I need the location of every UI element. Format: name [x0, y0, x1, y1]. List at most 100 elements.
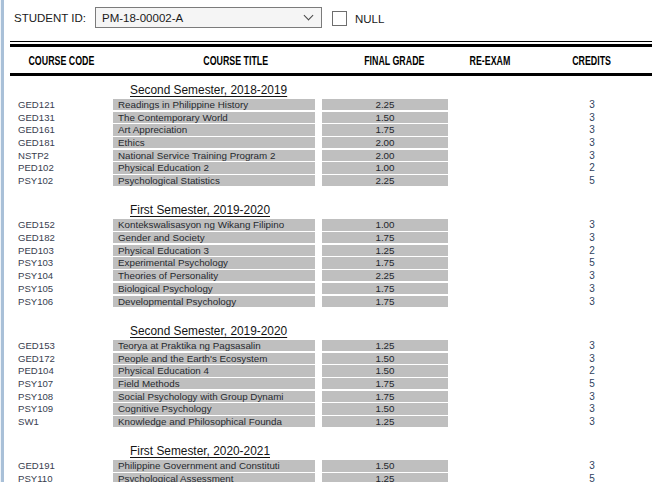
course-title: Experimental Psychology: [113, 257, 315, 268]
re-exam: [448, 162, 532, 173]
null-checkbox[interactable]: [332, 11, 347, 26]
re-exam: [448, 340, 532, 351]
table-row[interactable]: PED103 Physical Education 3 1.25 2: [10, 245, 652, 256]
student-id-combobox[interactable]: PM-18-00002-A: [95, 7, 322, 28]
credits: 3: [532, 340, 652, 351]
credits: 3: [532, 270, 652, 281]
course-title: Psychological Assessment: [113, 473, 315, 482]
course-title: Ethics: [113, 137, 315, 148]
course-code: GED131: [10, 112, 113, 123]
course-code: PED103: [10, 245, 113, 256]
course-code: PSY105: [10, 283, 113, 294]
credits: 3: [532, 283, 652, 294]
re-exam: [448, 124, 532, 135]
table-row[interactable]: PED102 Physical Education 2 1.00 2: [10, 162, 652, 173]
re-exam: [448, 403, 532, 414]
table-row[interactable]: PED104 Physical Education 4 1.50 2: [10, 365, 652, 376]
header-bottom-rule: [10, 73, 652, 76]
course-code: PSY110: [10, 473, 113, 482]
course-code: PSY106: [10, 296, 113, 307]
course-title: Teorya at Praktika ng Pagsasalin: [113, 340, 315, 351]
final-grade: 2.25: [322, 99, 448, 110]
table-row[interactable]: GED191 Philippine Government and Constit…: [10, 460, 652, 471]
grade-report: COURSE CODE COURSE TITLE FINAL GRADE RE-…: [10, 41, 652, 482]
grade-report-window: STUDENT ID: PM-18-00002-A NULL COURSE CO…: [0, 0, 652, 482]
credits: 3: [532, 99, 652, 110]
re-exam: [448, 245, 532, 256]
final-grade: 2.25: [322, 270, 448, 281]
course-code: SW1: [10, 416, 113, 427]
table-row[interactable]: GED121 Readings in Philippine History 2.…: [10, 99, 652, 110]
re-exam: [448, 296, 532, 307]
credits: 5: [532, 257, 652, 268]
table-row[interactable]: PSY109 Cognitive Psychology 1.50 3: [10, 403, 652, 414]
course-title: Physical Education 4: [113, 365, 315, 376]
column-header-final-grade: FINAL GRADE: [364, 53, 424, 68]
course-code: GED161: [10, 124, 113, 135]
course-code: GED181: [10, 137, 113, 148]
course-title: Physical Education 3: [113, 245, 315, 256]
re-exam: [448, 175, 532, 186]
course-code: PED104: [10, 365, 113, 376]
section-heading-text: First Semester, 2020-2021: [130, 443, 270, 458]
final-grade: 1.75: [322, 257, 448, 268]
chevron-down-icon: [304, 11, 314, 21]
final-grade: 1.75: [322, 124, 448, 135]
table-row[interactable]: PSY107 Field Methods 1.75 5: [10, 378, 652, 389]
credits: 2: [532, 162, 652, 173]
table-row[interactable]: GED181 Ethics 2.00 3: [10, 137, 652, 148]
course-title: Social Psychology with Group Dynami: [113, 391, 315, 402]
re-exam: [448, 353, 532, 364]
course-title: Psychological Statistics: [113, 175, 315, 186]
final-grade: 1.75: [322, 296, 448, 307]
course-title: Field Methods: [113, 378, 315, 389]
table-row[interactable]: GED182 Gender and Society 1.75 3: [10, 232, 652, 243]
table-row[interactable]: PSY102 Psychological Statistics 2.25 5: [10, 175, 652, 186]
course-code: GED153: [10, 340, 113, 351]
column-header-credits: CREDITS: [573, 53, 612, 68]
credits: 3: [532, 403, 652, 414]
filter-bar: STUDENT ID: PM-18-00002-A NULL: [0, 0, 652, 41]
final-grade: 2.00: [322, 150, 448, 161]
section-rows: GED191 Philippine Government and Constit…: [10, 460, 652, 482]
table-row[interactable]: PSY110 Psychological Assessment 1.25 5: [10, 473, 652, 482]
table-row[interactable]: PSY105 Biological Psychology 1.75 3: [10, 283, 652, 294]
credits: 5: [532, 378, 652, 389]
column-header-course-code: COURSE CODE: [29, 53, 95, 68]
course-code: PSY103: [10, 257, 113, 268]
table-row[interactable]: PSY103 Experimental Psychology 1.75 5: [10, 257, 652, 268]
table-row[interactable]: GED153 Teorya at Praktika ng Pagsasalin …: [10, 340, 652, 351]
final-grade: 1.25: [322, 416, 448, 427]
re-exam: [448, 137, 532, 148]
course-title: Cognitive Psychology: [113, 403, 315, 414]
null-checkbox-label: NULL: [355, 13, 384, 25]
table-row[interactable]: PSY106 Developmental Psychology 1.75 3: [10, 296, 652, 307]
final-grade: 1.00: [322, 162, 448, 173]
table-row[interactable]: GED161 Art Appreciation 1.75 3: [10, 124, 652, 135]
course-code: GED121: [10, 99, 113, 110]
table-row[interactable]: NSTP2 National Service Training Program …: [10, 150, 652, 161]
table-row[interactable]: GED131 The Contemporary World 1.50 3: [10, 112, 652, 123]
table-row[interactable]: PSY104 Theories of Personality 2.25 3: [10, 270, 652, 281]
table-row[interactable]: GED172 People and the Earth's Ecosystem …: [10, 353, 652, 364]
re-exam: [448, 416, 532, 427]
table-row[interactable]: PSY108 Social Psychology with Group Dyna…: [10, 391, 652, 402]
credits: 3: [532, 150, 652, 161]
credits: 3: [532, 219, 652, 230]
final-grade: 1.75: [322, 232, 448, 243]
course-title: Gender and Society: [113, 232, 315, 243]
final-grade: 1.50: [322, 403, 448, 414]
table-row[interactable]: GED152 Kontekswalisasyon ng Wikang Filip…: [10, 219, 652, 230]
final-grade: 1.25: [322, 245, 448, 256]
table-row[interactable]: SW1 Knowledge and Philosophical Founda 1…: [10, 416, 652, 427]
course-code: GED172: [10, 353, 113, 364]
column-header-course-title: COURSE TITLE: [204, 53, 269, 68]
course-code: PED102: [10, 162, 113, 173]
course-code: GED191: [10, 460, 113, 471]
final-grade: 1.50: [322, 353, 448, 364]
course-code: PSY102: [10, 175, 113, 186]
course-title: People and the Earth's Ecosystem: [113, 353, 315, 364]
semester-section: Second Semester, 2019-2020 GED153 Teorya…: [10, 321, 652, 427]
final-grade: 2.25: [322, 175, 448, 186]
section-rows: GED153 Teorya at Praktika ng Pagsasalin …: [10, 340, 652, 427]
